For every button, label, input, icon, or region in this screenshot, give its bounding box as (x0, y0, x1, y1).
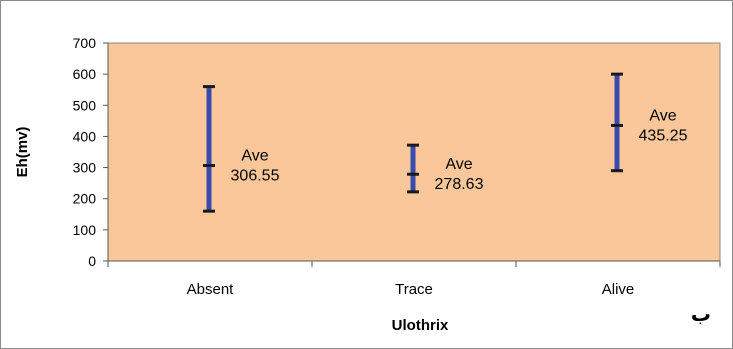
corner-label: ب (690, 302, 711, 326)
average-label-title: Ave (649, 107, 676, 124)
average-label-title: Ave (241, 148, 268, 165)
y-tick-label: 200 (73, 191, 97, 207)
data-labels: Ave 306.55 Ave 278.63 Ave 435.25 (231, 107, 688, 193)
average-label-title: Ave (445, 156, 472, 173)
x-axis: Absent Trace Alive (107, 260, 721, 298)
range-bars (203, 72, 623, 213)
y-tick-label: 500 (73, 97, 97, 113)
y-tick-label: 400 (73, 128, 97, 144)
y-axis-title: Eh(mv) (14, 127, 31, 178)
average-label-value: 306.55 (231, 168, 280, 185)
average-label-value: 278.63 (435, 176, 484, 193)
x-tick-label: Trace (395, 281, 433, 298)
x-axis-title: Ulothrix (392, 317, 449, 334)
y-tick-label: 600 (73, 66, 97, 82)
y-tick-label: 700 (73, 35, 97, 51)
x-tick-label: Alive (602, 281, 635, 298)
y-tick-label: 300 (73, 160, 97, 176)
y-tick-label: 100 (73, 222, 97, 238)
y-tick-label: 0 (88, 253, 96, 269)
x-tick-label: Absent (187, 281, 235, 298)
average-label-value: 435.25 (639, 127, 688, 144)
y-axis: 0 100 200 300 400 500 600 700 (73, 35, 109, 269)
